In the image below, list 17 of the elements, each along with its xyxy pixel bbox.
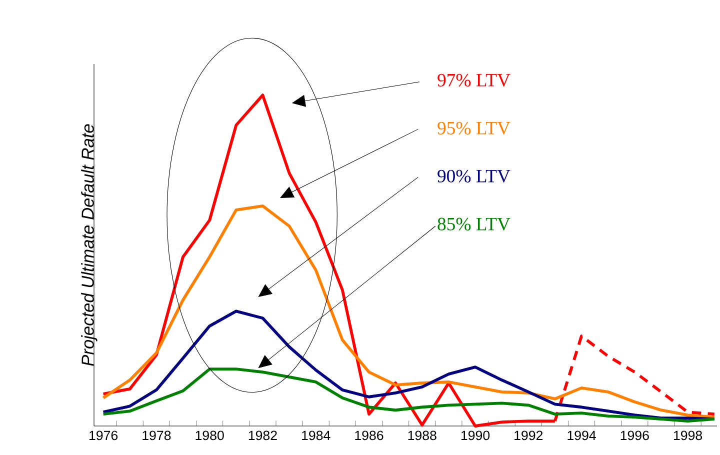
- x-tick-label: 1996: [620, 430, 649, 440]
- text: 95% LTV: [438, 122, 510, 135]
- x-tick-label: 1990: [461, 430, 490, 440]
- x-tick-label: 1982: [248, 430, 277, 440]
- x-tick-label: 1986: [355, 430, 384, 440]
- x-tick-label: 1988: [408, 430, 436, 440]
- x-tick-label: 1998: [674, 430, 702, 440]
- text: 90% LTV: [438, 170, 510, 183]
- y-axis-title: Projected Ultimate Default Rate: [81, 124, 98, 366]
- x-tick-label: 1976: [90, 430, 118, 440]
- x-tick-label: 1980: [196, 430, 224, 440]
- text: 97% LTV: [438, 74, 510, 87]
- x-tick-label: 1984: [302, 430, 330, 440]
- x-tick-label: 1994: [568, 430, 596, 440]
- x-tick-label: 1978: [142, 430, 171, 440]
- text: 85% LTV: [438, 218, 510, 231]
- x-tick-label: 1992: [514, 430, 543, 440]
